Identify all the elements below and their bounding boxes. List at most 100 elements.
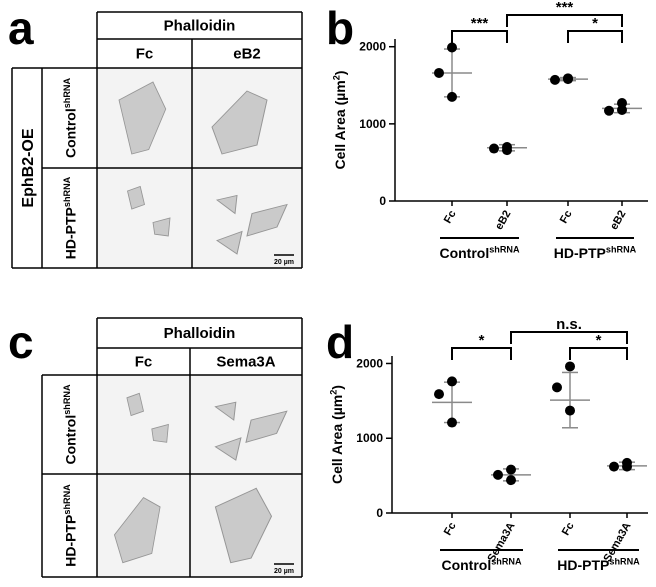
significance-label: n.s. xyxy=(556,316,582,333)
x-tick-label: Fc xyxy=(442,521,459,538)
micrograph xyxy=(97,375,190,474)
row-label: ControlshRNA xyxy=(62,78,79,159)
scale-bar-label: 20 µm xyxy=(274,259,294,266)
cell-outline xyxy=(214,401,288,461)
y-axis-label-sup: 2 xyxy=(328,390,338,395)
row-label-main: HD-PTP xyxy=(63,515,79,567)
cell-outline xyxy=(113,497,161,564)
row-label-main: Control xyxy=(63,108,79,158)
data-point xyxy=(434,67,444,78)
row-label-main: HD-PTP xyxy=(63,207,79,259)
group-label-main: Control xyxy=(439,245,489,261)
data-point xyxy=(617,98,627,109)
row-label: ControlshRNA xyxy=(62,384,79,465)
group-label-sup: shRNA xyxy=(491,556,522,566)
group-label-main: HD-PTP xyxy=(554,245,606,261)
data-point xyxy=(506,464,516,475)
row-label-sup: shRNA xyxy=(62,78,72,109)
y-axis-label-sup: 2 xyxy=(331,75,341,80)
group-label-sup: shRNA xyxy=(606,244,637,254)
y-tick-label: 2000 xyxy=(356,356,383,370)
data-point xyxy=(447,417,457,428)
data-point xyxy=(552,382,562,393)
panel-letter: a xyxy=(8,2,34,54)
panel-letter: c xyxy=(8,316,34,368)
significance-label: * xyxy=(479,332,485,349)
cell-outline xyxy=(126,392,169,443)
table-header: Phalloidin xyxy=(164,325,236,342)
panel-letter: d xyxy=(326,316,354,368)
significance-label: *** xyxy=(556,0,574,16)
y-tick-label: 1000 xyxy=(359,117,386,131)
data-point xyxy=(506,475,516,486)
group-label-main: HD-PTP xyxy=(557,557,609,573)
data-point xyxy=(550,74,560,85)
x-tick-label: eB2 xyxy=(608,209,628,232)
significance-bracket xyxy=(451,30,508,43)
significance-label: *** xyxy=(471,15,489,32)
y-tick-label: 0 xyxy=(376,506,383,520)
x-tick-label: Fc xyxy=(558,209,575,226)
row-label: HD-PTPshRNA xyxy=(62,484,79,567)
y-tick-label: 2000 xyxy=(359,40,386,54)
data-point xyxy=(447,91,457,102)
data-point xyxy=(447,42,457,53)
data-point xyxy=(622,461,632,472)
row-label-main: Control xyxy=(63,415,79,465)
y-axis-label: Cell Area (µm2) xyxy=(328,385,345,484)
cell-outline xyxy=(118,81,167,155)
cell-outline xyxy=(211,90,268,155)
data-point xyxy=(489,143,499,154)
micrograph xyxy=(192,168,302,268)
x-tick-label: Fc xyxy=(442,209,459,226)
y-axis-label-tail: ) xyxy=(332,71,348,76)
x-tick-label: eB2 xyxy=(493,209,513,232)
panel-letter: b xyxy=(326,2,354,54)
data-point xyxy=(609,461,619,472)
row-label-sup: shRNA xyxy=(62,484,72,515)
group-label: HD-PTPshRNA xyxy=(557,556,640,573)
group-label: EphB2-OE xyxy=(20,128,37,207)
group-label: HD-PTPshRNA xyxy=(554,244,637,261)
data-point xyxy=(493,469,503,480)
column-header: Fc xyxy=(135,354,153,371)
data-point xyxy=(565,405,575,416)
scale-bar-label: 20 µm xyxy=(274,568,294,575)
y-axis-label-main: Cell Area (µm xyxy=(332,80,348,169)
significance-bracket xyxy=(451,347,512,360)
y-tick-label: 1000 xyxy=(356,431,383,445)
y-axis-label-tail: ) xyxy=(329,385,345,390)
column-header: eB2 xyxy=(233,46,261,63)
significance-label: * xyxy=(592,15,598,32)
data-point xyxy=(565,361,575,372)
micrograph xyxy=(97,168,192,268)
significance-bracket xyxy=(506,14,623,27)
data-point xyxy=(617,104,627,115)
row-label-sup: shRNA xyxy=(62,176,72,207)
group-label: ControlshRNA xyxy=(439,244,520,261)
data-point xyxy=(604,105,614,116)
cell-outline xyxy=(126,185,171,237)
group-label-sup: shRNA xyxy=(489,244,520,254)
row-label-sup: shRNA xyxy=(62,384,72,415)
data-point xyxy=(434,389,444,400)
significance-bracket xyxy=(567,30,623,43)
data-point xyxy=(563,73,573,84)
cell-outline xyxy=(214,487,273,564)
cell-outline xyxy=(215,194,288,255)
group-label-main: Control xyxy=(441,557,491,573)
significance-label: * xyxy=(596,332,602,349)
data-point xyxy=(447,376,457,387)
group-label: ControlshRNA xyxy=(441,556,522,573)
row-label: HD-PTPshRNA xyxy=(62,176,79,259)
data-point xyxy=(502,145,512,156)
column-header: Sema3A xyxy=(216,354,275,371)
table-header: Phalloidin xyxy=(164,18,236,35)
column-header: Fc xyxy=(136,46,154,63)
y-axis-label: Cell Area (µm2) xyxy=(331,71,348,170)
significance-bracket xyxy=(510,331,628,344)
group-label-sup: shRNA xyxy=(609,556,640,566)
y-axis-label-main: Cell Area (µm xyxy=(329,395,345,484)
